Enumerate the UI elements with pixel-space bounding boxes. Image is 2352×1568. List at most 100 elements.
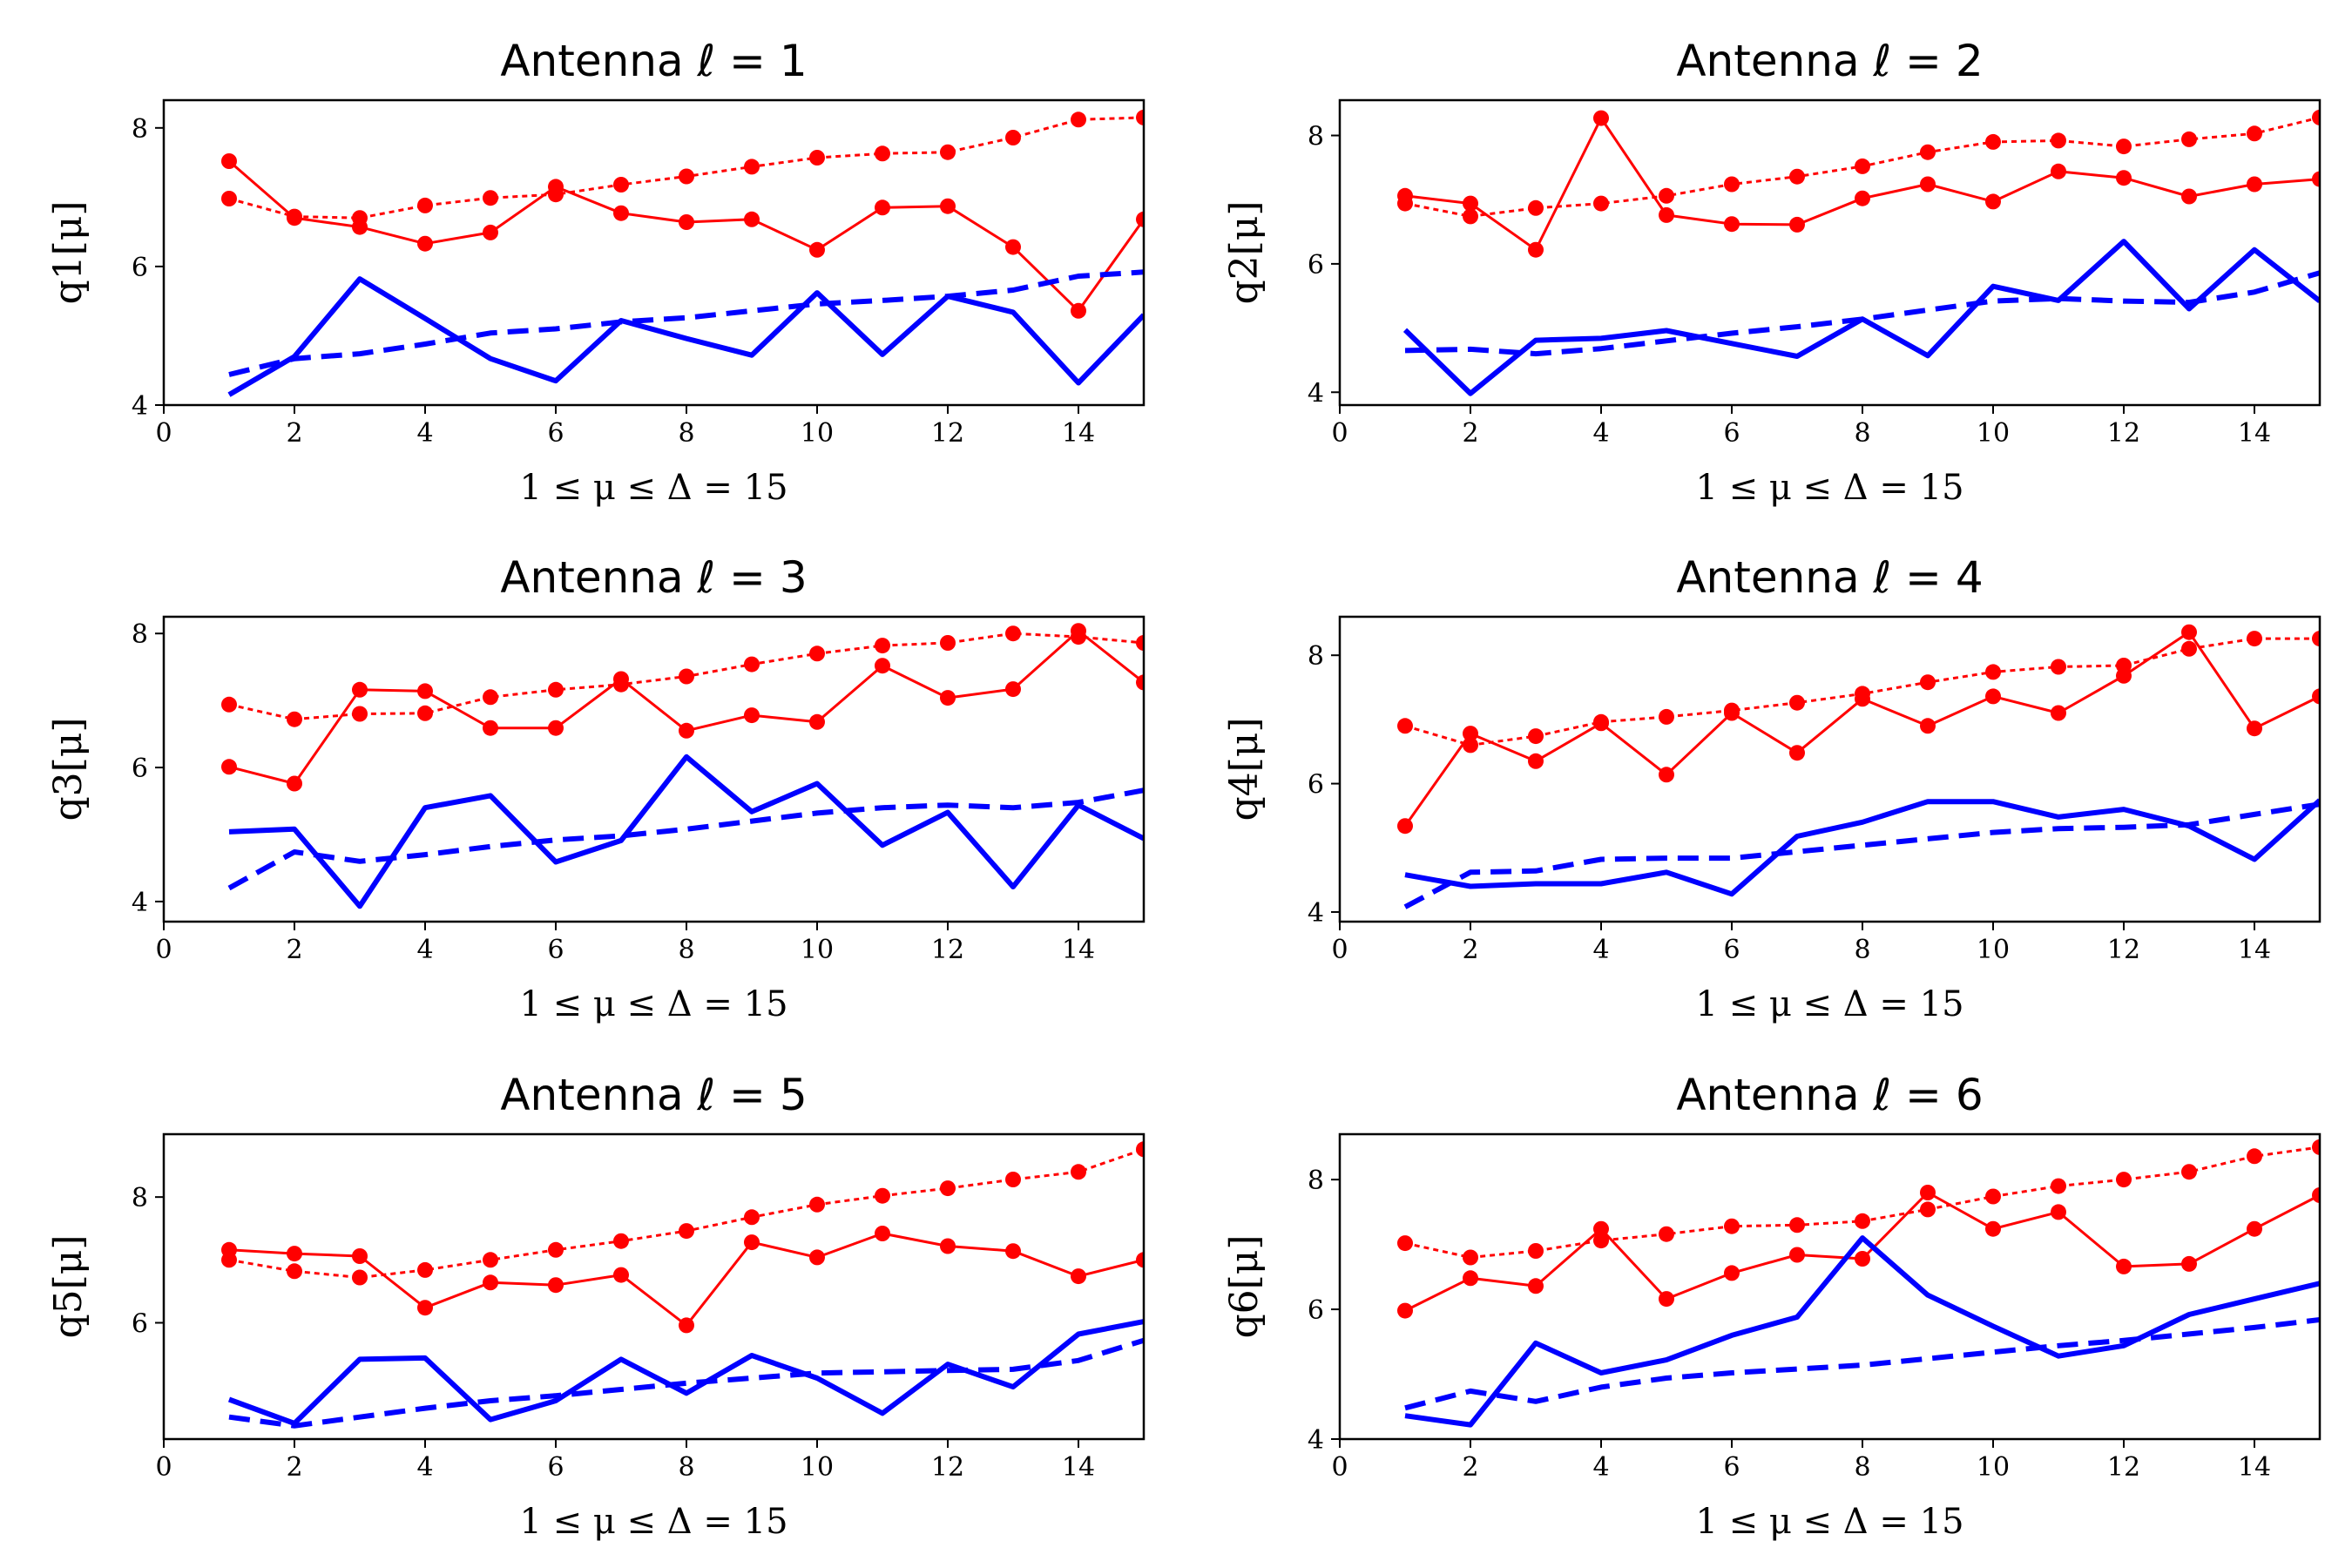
data-point: [1593, 1220, 1609, 1237]
x-tick-label: 10: [801, 418, 834, 449]
data-point: [287, 1263, 302, 1280]
data-point: [809, 241, 825, 258]
data-point: [940, 144, 956, 160]
data-point: [2247, 1148, 2262, 1165]
data-point: [1659, 767, 1674, 783]
panel-title: Antenna ℓ = 6: [1676, 1070, 1983, 1120]
data-point: [2181, 131, 2197, 147]
series-line-red-solid-markers: [1403, 631, 2320, 828]
data-point: [1136, 1252, 1144, 1268]
x-tick-label: 12: [2107, 935, 2140, 965]
data-point: [2181, 624, 2197, 640]
data-point: [1724, 216, 1740, 233]
data-point: [1397, 818, 1413, 835]
data-point: [2312, 1187, 2320, 1203]
x-tick-label: 10: [1977, 1452, 2010, 1483]
x-tick-label: 8: [678, 1452, 694, 1483]
data-point: [679, 668, 694, 685]
data-point: [1136, 1141, 1144, 1158]
data-point: [1724, 1218, 1740, 1234]
data-point: [1528, 1278, 1544, 1294]
panel-title: Antenna ℓ = 1: [500, 36, 807, 86]
data-point: [417, 683, 433, 700]
x-axis-label: 1 ≤ μ ≤ Δ = 15: [1695, 1502, 1963, 1542]
data-point: [1463, 726, 1478, 742]
y-axis-label: q2[μ]: [1222, 200, 1267, 304]
data-point: [1071, 1164, 1086, 1180]
x-tick-label: 12: [931, 935, 964, 965]
x-tick-label: 0: [155, 418, 172, 449]
x-tick-label: 0: [1331, 418, 1348, 449]
data-point: [1855, 190, 1870, 206]
data-point: [417, 235, 433, 252]
data-point: [679, 722, 694, 739]
data-point: [1005, 130, 1021, 145]
data-point: [221, 696, 237, 713]
data-point: [2312, 109, 2320, 125]
data-point: [417, 705, 433, 721]
x-tick-label: 14: [2238, 935, 2271, 965]
data-point: [2051, 659, 2066, 675]
data-point: [2312, 171, 2320, 187]
data-point: [548, 1241, 564, 1258]
data-point: [875, 1187, 890, 1204]
x-tick-label: 8: [1854, 935, 1870, 965]
y-tick-label: 8: [1308, 122, 1324, 152]
x-tick-label: 6: [547, 1452, 564, 1483]
plot-frame: [162, 1132, 1146, 1441]
data-point: [1136, 635, 1144, 651]
data-point: [1136, 109, 1144, 125]
x-tick-label: 12: [2107, 1452, 2140, 1483]
y-axis-label: q1[μ]: [46, 200, 91, 304]
data-point: [2116, 1172, 2132, 1188]
data-point: [1659, 187, 1674, 204]
series-line-blue-dashed: [1404, 1317, 2320, 1411]
x-tick-label: 4: [416, 418, 433, 449]
data-point: [744, 656, 760, 672]
data-point: [221, 153, 237, 169]
data-point: [1985, 1188, 2001, 1205]
data-point: [1855, 691, 1870, 707]
x-tick-label: 0: [155, 935, 172, 965]
data-point: [2116, 170, 2132, 186]
data-point: [613, 1267, 629, 1283]
y-tick-label: 6: [1308, 250, 1324, 280]
series-line-blue-dashed: [1404, 270, 2320, 357]
panel-5: Antenna ℓ = 5 0 2 4 6 8 10 12 14 6 8 1 ≤ μ ≤ Δ = 15…: [46, 1070, 1146, 1542]
panel-title: Antenna ℓ = 5: [500, 1070, 807, 1120]
data-point: [679, 168, 694, 185]
data-point: [875, 199, 890, 216]
data-point: [1920, 144, 1936, 160]
data-point: [1855, 158, 1870, 174]
data-point: [1071, 1268, 1086, 1285]
data-point: [1397, 187, 1413, 204]
data-point: [2051, 1178, 2066, 1194]
x-tick-label: 2: [286, 935, 302, 965]
data-point: [1920, 718, 1936, 734]
y-tick-label: 4: [1308, 378, 1324, 409]
data-point: [483, 689, 498, 706]
data-point: [744, 1234, 760, 1251]
data-point: [2051, 132, 2066, 149]
x-tick-label: 2: [1462, 1452, 1478, 1483]
data-point: [875, 638, 890, 654]
x-tick-label: 14: [2238, 1452, 2271, 1483]
data-point: [809, 150, 825, 166]
panel-title: Antenna ℓ = 3: [500, 552, 807, 603]
data-point: [809, 1196, 825, 1213]
series-line-blue-solid: [1404, 798, 2320, 897]
data-point: [1005, 239, 1021, 255]
x-tick-label: 4: [1592, 1452, 1609, 1483]
panels: Antenna ℓ = 1 0 2 4 6 8 10 12 14 4 6 8 1 ≤ μ ≤ Δ = 1…: [46, 36, 2322, 1542]
data-point: [2051, 705, 2066, 721]
data-point: [1659, 206, 1674, 223]
x-axis-label: 1 ≤ μ ≤ Δ = 15: [1695, 468, 1963, 508]
data-point: [1005, 625, 1021, 642]
y-tick-label: 8: [132, 1183, 148, 1213]
data-point: [1528, 241, 1544, 258]
plot-frame: [162, 615, 1146, 923]
data-point: [2181, 640, 2197, 657]
data-point: [809, 713, 825, 730]
x-tick-label: 10: [801, 1452, 834, 1483]
